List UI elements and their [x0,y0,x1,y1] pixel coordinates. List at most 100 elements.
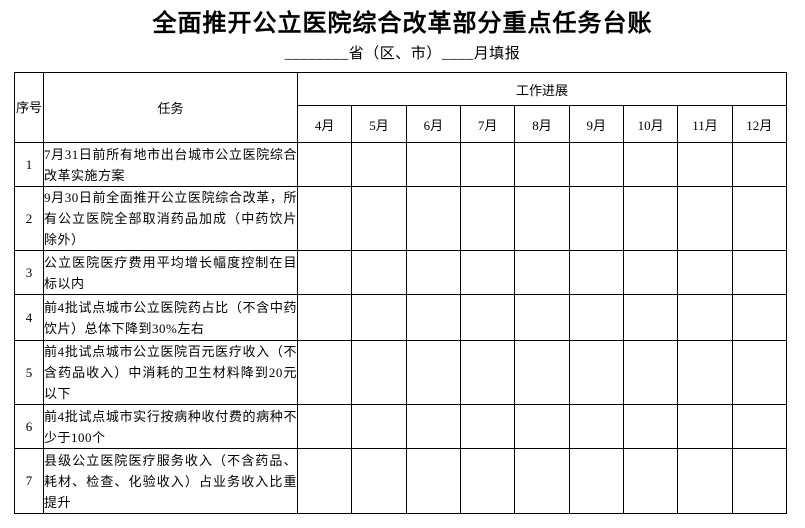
progress-cell-month-12 [731,186,788,251]
progress-cell-month-6 [405,294,461,341]
progress-cell-month-7 [459,250,516,295]
task-row: 7 县级公立医院医疗服务收入（不含药品、耗材、检查、化验收入）占业务收入比重提升 [14,448,788,514]
progress-cell-month-7 [459,142,516,187]
task-row: 1 7月31日前所有地市出台城市公立医院综合改革实施方案 [14,142,788,187]
progress-cell-month-10 [622,448,679,514]
progress-cell-month-11 [677,404,733,449]
progress-cell-month-7 [459,448,516,514]
progress-cell-month-7 [459,186,516,251]
progress-cell-month-5 [351,448,407,514]
progress-cell-month-10 [622,142,679,187]
task-description-cell: 7月31日前所有地市出台城市公立医院综合改革实施方案 [43,142,298,187]
progress-cell-month-8 [514,294,570,341]
page-title: 全面推开公立医院综合改革部分重点任务台账 [152,11,653,37]
column-header-month-8: 8月 [514,105,570,143]
progress-cell-month-6 [405,340,461,405]
progress-cell-month-6 [405,404,461,449]
column-header-month-9: 9月 [568,105,624,143]
progress-cell-month-9 [568,186,624,251]
progress-cell-month-5 [351,142,407,187]
progress-cell-month-10 [622,340,679,405]
progress-cell-month-5 [351,294,407,341]
progress-cell-month-5 [351,404,407,449]
progress-cell-month-9 [568,250,624,295]
progress-cell-month-12 [731,340,788,405]
progress-cell-month-8 [514,404,570,449]
column-header-index: 序号 [14,72,44,143]
progress-cell-month-10 [622,186,679,251]
row-index-cell: 7 [14,448,44,514]
task-row: 4 前4批试点城市公立医院药占比（不含中药饮片）总体下降到30%左右 [14,294,788,341]
row-index-cell: 6 [14,404,44,449]
row-index-cell: 5 [14,340,44,405]
row-index-cell: 4 [14,294,44,341]
column-header-month-4: 4月 [296,105,353,143]
progress-cell-month-4 [296,448,353,514]
progress-cell-month-4 [296,294,353,341]
progress-cell-month-5 [351,340,407,405]
progress-cell-month-12 [731,250,788,295]
progress-cell-month-7 [459,294,516,341]
progress-cell-month-8 [514,186,570,251]
progress-cell-month-11 [677,448,733,514]
progress-cell-month-5 [351,186,407,251]
progress-cell-month-8 [514,448,570,514]
progress-cell-month-4 [296,186,353,251]
progress-cell-month-9 [568,404,624,449]
progress-cell-month-4 [296,404,353,449]
progress-cell-month-6 [405,142,461,187]
progress-cell-month-10 [622,294,679,341]
task-description-cell: 前4批试点城市实行按病种收付费的病种不少于100个 [43,404,298,449]
column-header-month-5: 5月 [351,105,407,143]
task-description-cell: 前4批试点城市公立医院百元医疗收入（不含药品收入）中消耗的卫生材料降到20元以下 [43,340,298,405]
report-subtitle: ________省（区、市）____月填报 [284,46,521,62]
column-header-month-12: 12月 [731,105,788,143]
progress-cell-month-10 [622,250,679,295]
progress-cell-month-11 [677,250,733,295]
progress-cell-month-12 [731,404,788,449]
column-header-month-7: 7月 [459,105,516,143]
progress-cell-month-7 [459,404,516,449]
progress-cell-month-9 [568,294,624,341]
progress-cell-month-4 [296,340,353,405]
progress-cell-month-10 [622,404,679,449]
progress-cell-month-12 [731,294,788,341]
progress-cell-month-8 [514,340,570,405]
progress-cell-month-5 [351,250,407,295]
progress-cell-month-12 [731,142,788,187]
task-description-cell: 公立医院医疗费用平均增长幅度控制在目标以内 [43,250,298,295]
column-header-month-6: 6月 [405,105,461,143]
header-row-top: 序号 任务 工作进展 [14,72,787,143]
header-row-months: 4月 5月 6月 7月 8月 9月 10月 11月 12月 [15,105,788,143]
column-header-month-11: 11月 [677,105,733,143]
progress-cell-month-9 [568,448,624,514]
progress-cell-month-9 [568,340,624,405]
column-header-task: 任务 [43,72,298,143]
task-row: 3 公立医院医疗费用平均增长幅度控制在目标以内 [14,250,788,295]
task-description-cell: 县级公立医院医疗服务收入（不含药品、耗材、检查、化验收入）占业务收入比重提升 [43,448,298,514]
progress-cell-month-11 [677,294,733,341]
task-row: 2 9月30日前全面推开公立医院综合改革，所有公立医院全部取消药品加成（中药饮片除… [14,186,788,251]
progress-cell-month-9 [568,142,624,187]
progress-cell-month-7 [459,340,516,405]
progress-cell-month-12 [731,448,788,514]
column-header-progress: 工作进展 [297,72,787,106]
task-description-cell: 9月30日前全面推开公立医院综合改革，所有公立医院全部取消药品加成（中药饮片除外… [43,186,298,251]
progress-cell-month-11 [677,340,733,405]
task-row: 5 前4批试点城市公立医院百元医疗收入（不含药品收入）中消耗的卫生材料降到20元以… [14,340,788,405]
progress-cell-month-6 [405,186,461,251]
progress-cell-month-6 [405,448,461,514]
progress-cell-month-11 [677,142,733,187]
row-index-cell: 3 [14,250,44,295]
progress-cell-month-8 [514,142,570,187]
progress-cell-month-8 [514,250,570,295]
progress-cell-month-4 [296,250,353,295]
row-index-cell: 2 [14,186,44,251]
task-row: 6 前4批试点城市实行按病种收付费的病种不少于100个 [14,404,788,449]
column-header-month-10: 10月 [622,105,679,143]
task-description-cell: 前4批试点城市公立医院药占比（不含中药饮片）总体下降到30%左右 [43,294,298,341]
task-ledger-table: 序号 任务 工作进展 4月 5月 6月 7月 8月 9月 10月 11月 12月 1 7月31日前… [14,72,788,514]
progress-cell-month-6 [405,250,461,295]
row-index-cell: 1 [14,142,44,187]
